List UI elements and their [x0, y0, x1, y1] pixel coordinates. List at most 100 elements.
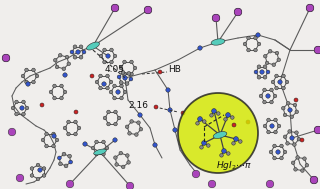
Circle shape: [173, 128, 177, 132]
Circle shape: [113, 138, 117, 142]
Circle shape: [272, 63, 276, 67]
Circle shape: [83, 142, 87, 146]
Circle shape: [127, 71, 131, 75]
Circle shape: [111, 4, 119, 12]
Circle shape: [274, 118, 277, 122]
Ellipse shape: [86, 42, 100, 50]
Circle shape: [227, 152, 230, 155]
Circle shape: [26, 82, 30, 86]
Circle shape: [290, 136, 294, 140]
Circle shape: [254, 70, 258, 74]
Circle shape: [128, 132, 131, 135]
Circle shape: [121, 165, 125, 169]
Circle shape: [286, 142, 289, 145]
Circle shape: [15, 112, 18, 116]
Circle shape: [41, 138, 45, 142]
Circle shape: [64, 164, 68, 168]
Circle shape: [234, 8, 242, 16]
Ellipse shape: [213, 132, 227, 138]
Circle shape: [310, 176, 318, 184]
Circle shape: [55, 65, 59, 69]
Circle shape: [42, 167, 46, 170]
Circle shape: [212, 14, 220, 22]
Circle shape: [192, 170, 200, 178]
Circle shape: [263, 75, 267, 79]
Circle shape: [246, 120, 250, 124]
Circle shape: [212, 14, 220, 22]
Circle shape: [74, 110, 78, 114]
Circle shape: [139, 127, 143, 131]
Circle shape: [107, 110, 110, 114]
Circle shape: [53, 58, 57, 62]
Circle shape: [73, 55, 77, 59]
Circle shape: [314, 46, 320, 54]
Circle shape: [99, 74, 102, 78]
Circle shape: [16, 174, 24, 182]
Circle shape: [256, 33, 260, 37]
Circle shape: [257, 75, 261, 79]
Circle shape: [286, 101, 290, 105]
Circle shape: [181, 111, 185, 115]
Circle shape: [106, 86, 109, 90]
Circle shape: [8, 128, 16, 136]
Circle shape: [82, 50, 86, 54]
Circle shape: [202, 141, 206, 145]
Circle shape: [15, 100, 18, 104]
Circle shape: [119, 151, 123, 155]
Circle shape: [67, 132, 70, 136]
Circle shape: [260, 70, 264, 74]
Circle shape: [63, 90, 67, 94]
Circle shape: [36, 177, 40, 181]
Circle shape: [74, 120, 77, 124]
Circle shape: [123, 72, 126, 76]
Circle shape: [65, 55, 69, 59]
Circle shape: [198, 117, 203, 121]
Circle shape: [67, 120, 70, 124]
Circle shape: [230, 116, 234, 119]
Circle shape: [275, 86, 278, 90]
Circle shape: [292, 143, 296, 146]
Circle shape: [102, 140, 105, 144]
Circle shape: [243, 42, 247, 46]
Circle shape: [129, 77, 133, 81]
Circle shape: [60, 84, 63, 88]
Text: 4.05: 4.05: [105, 65, 125, 74]
Circle shape: [274, 130, 277, 134]
Circle shape: [32, 80, 35, 84]
Circle shape: [25, 106, 29, 110]
Circle shape: [91, 146, 95, 150]
Circle shape: [59, 162, 62, 166]
Circle shape: [291, 161, 295, 165]
Circle shape: [273, 144, 276, 148]
Circle shape: [268, 50, 272, 53]
Circle shape: [52, 134, 56, 138]
Circle shape: [138, 113, 142, 117]
Circle shape: [95, 80, 99, 84]
Circle shape: [120, 96, 123, 100]
Circle shape: [276, 150, 280, 154]
Circle shape: [210, 114, 213, 117]
Circle shape: [288, 130, 292, 133]
Circle shape: [266, 70, 270, 74]
Circle shape: [283, 113, 287, 117]
Circle shape: [22, 112, 25, 116]
Circle shape: [35, 74, 39, 78]
Circle shape: [178, 93, 258, 173]
Circle shape: [290, 115, 294, 119]
Circle shape: [296, 156, 300, 159]
Circle shape: [114, 156, 117, 159]
Circle shape: [42, 174, 46, 177]
Circle shape: [238, 140, 242, 143]
Circle shape: [314, 126, 320, 134]
Circle shape: [103, 60, 106, 64]
Circle shape: [263, 65, 267, 69]
Circle shape: [297, 137, 301, 141]
Circle shape: [107, 122, 110, 126]
Circle shape: [103, 116, 107, 120]
Circle shape: [125, 154, 129, 157]
Circle shape: [154, 105, 158, 109]
Circle shape: [125, 125, 129, 129]
Circle shape: [306, 4, 314, 12]
Circle shape: [257, 42, 261, 46]
Circle shape: [73, 45, 77, 49]
